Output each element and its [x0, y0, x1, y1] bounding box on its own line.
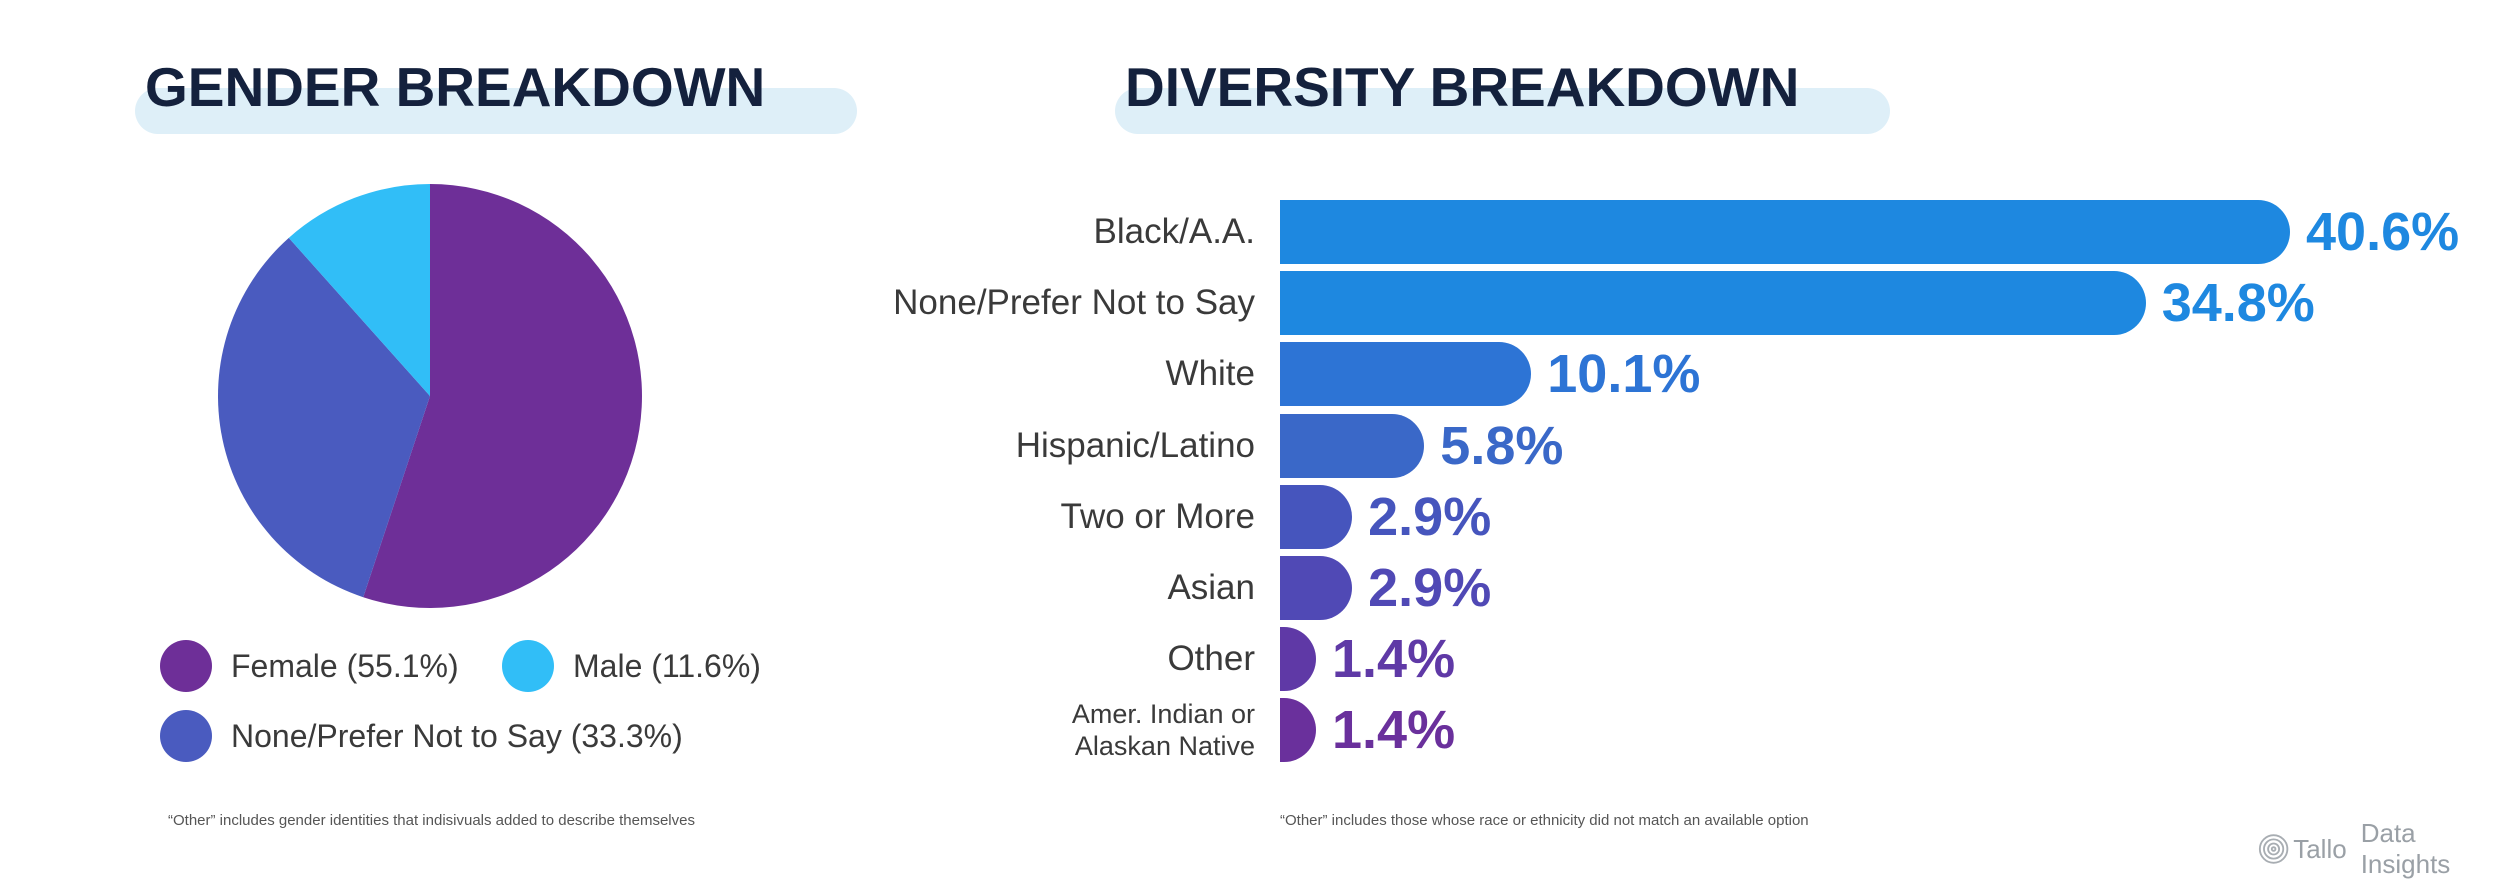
- bar-value-label: 2.9%: [1368, 486, 1492, 547]
- bar-value-label: 1.4%: [1332, 700, 1456, 761]
- legend-item-none-prefer-not-to-say: None/Prefer Not to Say (33.3%): [160, 710, 683, 762]
- bar-amer-indian-or-alaskan-native: [1280, 698, 1316, 763]
- bar-category-label: Two or More: [1060, 496, 1256, 536]
- diversity-footnote: “Other” includes those whose race or eth…: [1280, 812, 1809, 829]
- bar-category-label: None/Prefer Not to Say: [893, 283, 1255, 323]
- bar-value-label: 10.1%: [1547, 344, 1701, 405]
- bar-value-label: 2.9%: [1368, 558, 1492, 618]
- bar-value-label: 40.6%: [2306, 202, 2460, 262]
- title-highlight-bar: [135, 88, 857, 134]
- bar-hispanic-latino: [1280, 413, 1425, 478]
- bar-category-label: Black/A.A.: [1093, 212, 1255, 251]
- bar-row-two-or-more: Two or More 2.9%: [0, 484, 2500, 549]
- bar-other: [1280, 627, 1316, 692]
- bar-none-prefer-not-to-say: [1280, 271, 2146, 336]
- bar-asian: [1280, 556, 1353, 620]
- gender-pie-chart: [218, 184, 642, 608]
- legend-swatch: [160, 710, 212, 762]
- title-highlight-bar: [1115, 88, 1890, 134]
- fingerprint-icon: [2258, 834, 2289, 864]
- pie-slice-male: [288, 184, 430, 396]
- legend-item-male: Male (11.6%): [502, 640, 761, 692]
- bar-value-label: 1.4%: [1332, 629, 1456, 690]
- gender-footnote: “Other” includes gender identities that …: [168, 812, 695, 829]
- bar-category-label: Asian: [1167, 568, 1255, 607]
- gender-title-text: GENDER BREAKDOWN: [145, 56, 766, 118]
- legend-label: None/Prefer Not to Say (33.3%): [231, 717, 683, 754]
- brand-tagline: Data Insights: [2360, 818, 2451, 879]
- bar-row-black-a-a: Black/A.A. 40.6%: [0, 200, 2500, 264]
- bar-row-none-prefer-not-to-say: None/Prefer Not to Say 34.8%: [0, 271, 2500, 336]
- brand-mark: Tallo Data Insights: [2258, 818, 2500, 880]
- bar-row-white: White 10.1%: [0, 342, 2500, 407]
- bar-row-asian: Asian 2.9%: [0, 556, 2500, 620]
- bar-category-label: Other: [1167, 639, 1255, 679]
- legend-swatch: [160, 640, 212, 692]
- legend-label: Female (55.1%): [231, 647, 459, 684]
- bar-two-or-more: [1280, 484, 1353, 549]
- pie-slice-female: [363, 184, 642, 608]
- bar-row-other: Other 1.4%: [0, 627, 2500, 692]
- bar-value-label: 5.8%: [1440, 415, 1564, 476]
- legend-swatch: [502, 640, 554, 692]
- bar-row-amer-indian-or-alaskan-native: Amer. Indian or Alaskan Native 1.4%: [0, 698, 2500, 763]
- pie-slice-none-prefer-not-to-say: [218, 237, 430, 598]
- legend-label: Male (11.6%): [573, 647, 761, 684]
- bar-category-label: Hispanic/Latino: [1015, 425, 1255, 465]
- diversity-breakdown-title: DIVERSITY BREAKDOWN: [1115, 50, 1890, 138]
- bar-white: [1280, 342, 1532, 407]
- bar-row-hispanic-latino: Hispanic/Latino 5.8%: [0, 413, 2500, 478]
- bar-category-label: Amer. Indian or Alaskan Native: [1071, 699, 1255, 762]
- bar-category-label: White: [1165, 354, 1255, 394]
- gender-breakdown-title: GENDER BREAKDOWN: [135, 50, 857, 138]
- legend-item-female: Female (55.1%): [160, 640, 459, 692]
- bar-black-a-a: [1280, 200, 2290, 264]
- bar-value-label: 34.8%: [2161, 273, 2315, 334]
- diversity-title-text: DIVERSITY BREAKDOWN: [1125, 56, 1800, 118]
- brand-logo-text: Tallo: [2293, 833, 2347, 864]
